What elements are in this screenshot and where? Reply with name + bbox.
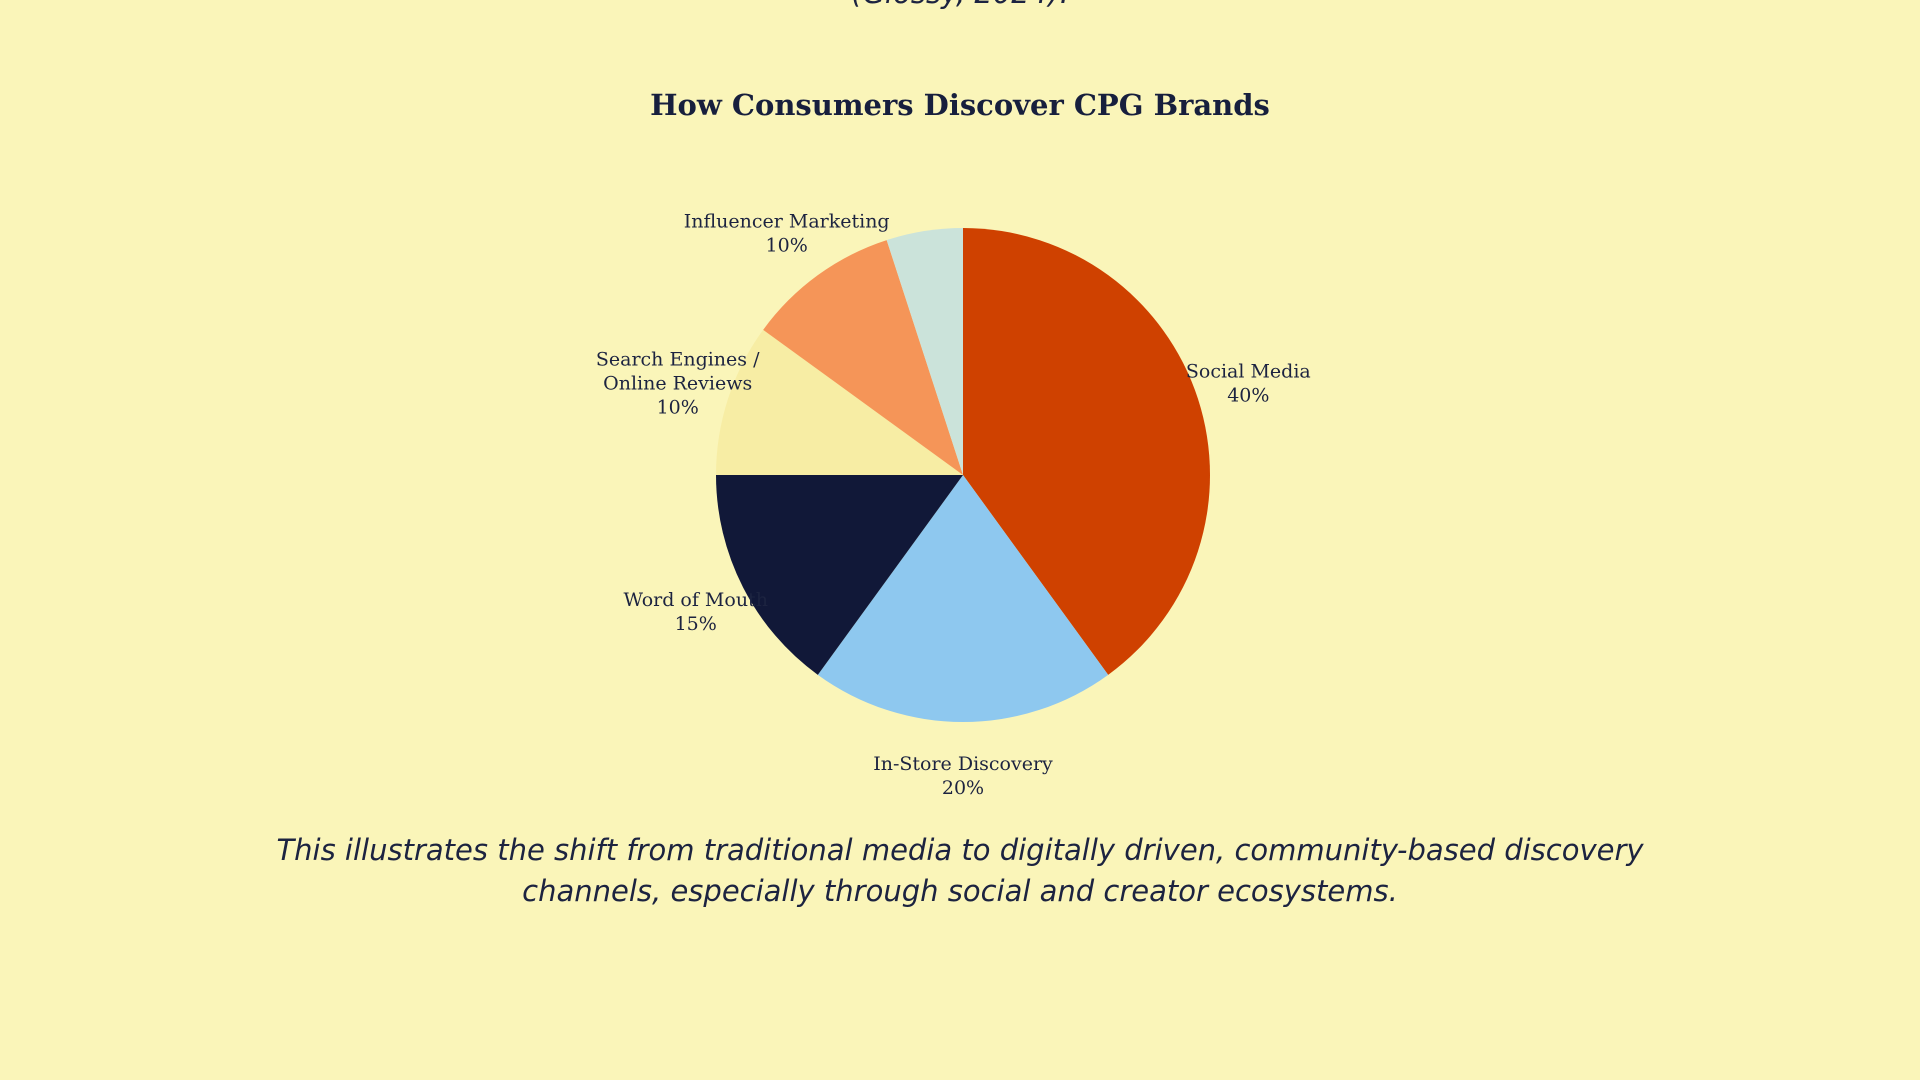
slice-label: Social Media 40% xyxy=(1186,360,1311,406)
pie-slice-other-5 xyxy=(886,228,963,475)
pie-slice-word-of-mouth xyxy=(716,475,963,675)
chart-caption: This illustrates the shift from traditio… xyxy=(276,833,1644,908)
pie-slice-search-engines-online-reviews xyxy=(716,329,963,475)
pie-slice-in-store-discovery xyxy=(817,475,1109,723)
slice-label: Search Engines / Online Reviews 10% xyxy=(596,348,760,418)
slice-label: Word of Mouth 15% xyxy=(623,589,767,635)
previous-text-fragment: (Glossy, 2024). xyxy=(0,0,1920,10)
chart-title: How Consumers Discover CPG Brands xyxy=(650,88,1270,122)
slice-label: In-Store Discovery 20% xyxy=(873,753,1053,799)
slice-label: Influencer Marketing 10% xyxy=(684,210,890,256)
pie-slice-social-media xyxy=(963,228,1211,675)
pie-slice-influencer-marketing xyxy=(763,240,963,475)
